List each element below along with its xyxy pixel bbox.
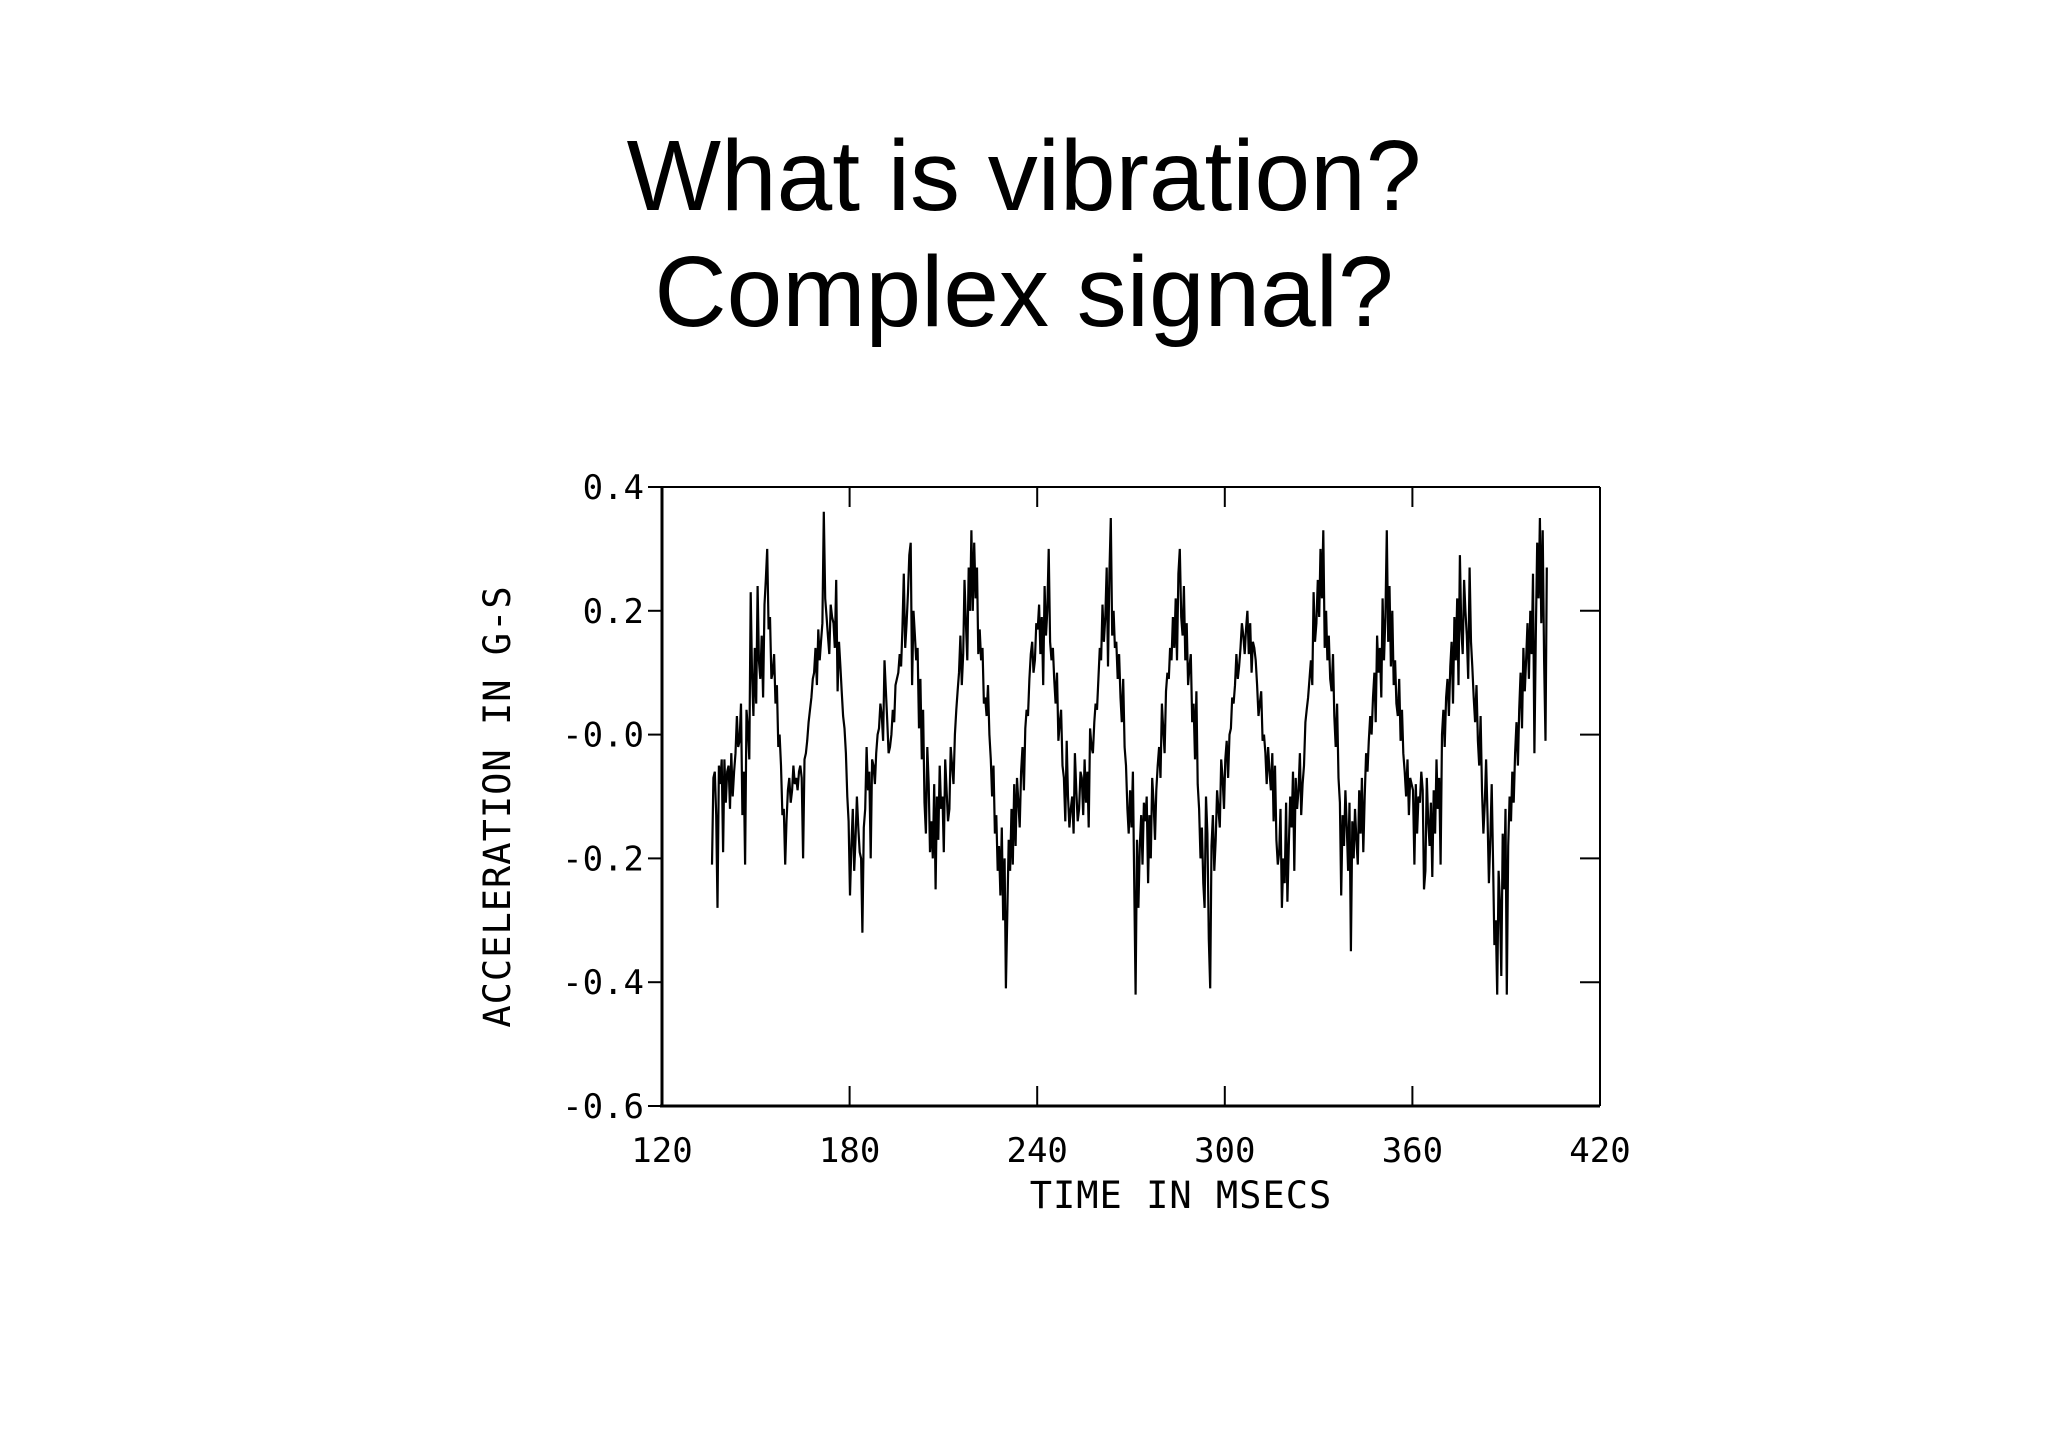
y-tick-label-5: -0.6 [562,1087,644,1127]
y-tick-label-3: -0.2 [562,839,644,879]
x-tick-label-360: 360 [1382,1131,1443,1171]
slide-title-line-1: What is vibration? [626,120,1422,232]
y-axis-label: ACCELERATION IN G-S [476,585,519,1027]
x-axis-label: TIME IN MSECS [1030,1174,1333,1217]
x-tick-label-240: 240 [1006,1131,1067,1171]
x-tick-label-120: 120 [631,1131,692,1171]
y-tick-label-0: 0.4 [583,468,644,508]
y-tick-labels: 0.4 0.2 -0.0 -0.2 -0.4 -0.6 [562,468,644,1127]
y-tick-label-1: 0.2 [583,592,644,632]
x-tick-label-420: 420 [1569,1131,1630,1171]
y-tick-label-4: -0.4 [562,963,644,1003]
slide-title-line-2: Complex signal? [654,236,1394,348]
y-tick-label-2: -0.0 [562,716,644,756]
slide-title: What is vibration? Complex signal? [0,118,2048,350]
x-tick-labels: 120 180 240 300 360 420 [631,1131,1630,1171]
plot-frame [660,486,1601,1108]
x-tick-label-300: 300 [1194,1131,1255,1171]
signal-series-line [710,511,1548,995]
axis-ticks [648,486,1601,1107]
x-tick-label-180: 180 [819,1131,880,1171]
